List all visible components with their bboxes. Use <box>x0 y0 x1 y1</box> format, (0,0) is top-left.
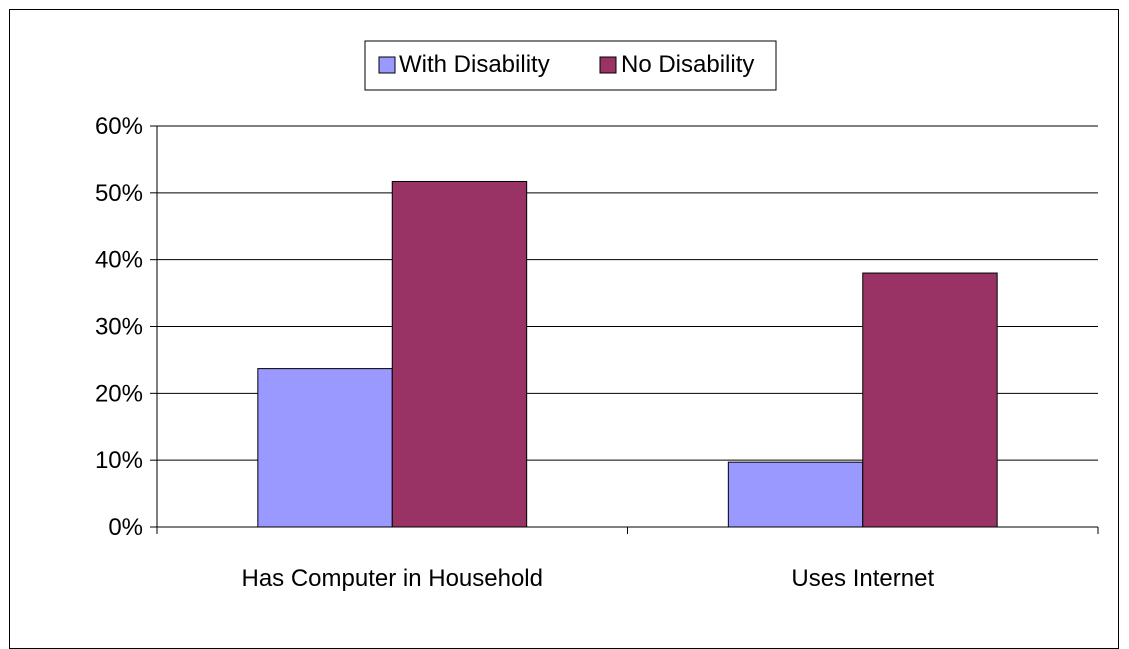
bar-with-disability-1 <box>257 368 393 528</box>
y-tick-label: 20% <box>95 380 143 407</box>
y-tick-label: 50% <box>95 180 143 207</box>
legend-label-no-disability: No Disability <box>621 51 754 78</box>
x-tick-labels: Has Computer in Household Uses Internet <box>242 565 935 592</box>
y-tick-label: 40% <box>95 247 143 274</box>
legend: With Disability No Disability <box>364 40 777 91</box>
y-tick-label: 10% <box>95 447 143 474</box>
x-tick-label: Has Computer in Household <box>242 565 544 592</box>
y-tick-label: 0% <box>108 514 143 541</box>
y-tick-labels: 0% 10% 20% 30% 40% 50% 60% <box>95 113 143 541</box>
bar-with-disability-2 <box>727 461 864 528</box>
bar-chart: 0% 10% 20% 30% 40% 50% 60% Has Computer in Hou… <box>95 40 1099 592</box>
axes <box>150 125 1099 534</box>
bars <box>257 180 998 528</box>
legend-swatch-with-disability <box>378 56 396 74</box>
bar-no-disability-2 <box>862 272 998 528</box>
legend-swatch-no-disability <box>599 56 617 74</box>
y-tick-label: 30% <box>95 314 143 341</box>
legend-box <box>364 40 777 91</box>
legend-label-with-disability: With Disability <box>399 51 550 78</box>
bar-no-disability-1 <box>391 180 528 528</box>
x-tick-label: Uses Internet <box>791 565 934 592</box>
y-tick-label: 60% <box>95 113 143 140</box>
